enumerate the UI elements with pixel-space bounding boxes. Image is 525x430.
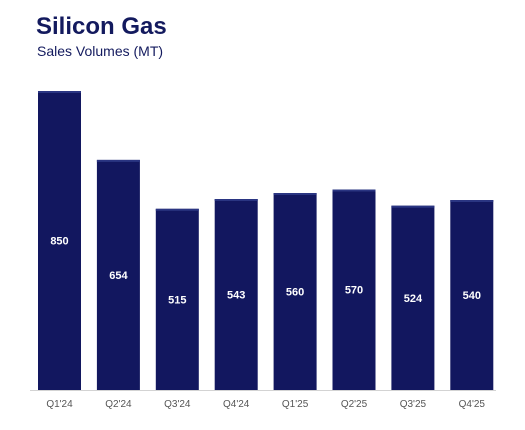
- bar-2: [96, 159, 140, 390]
- bar-top-edge: [332, 189, 376, 192]
- bar-5: [273, 193, 317, 390]
- x-tick-label: Q3'24: [164, 399, 191, 410]
- bar-top-edge: [96, 159, 140, 162]
- tick-labels-group: Q1'24 Q2'24 Q3'24 Q4'24 Q1'25 Q2'25 Q3'25 Q4'25: [46, 399, 485, 410]
- bar-7: [391, 205, 435, 390]
- data-label: 850: [50, 236, 68, 248]
- data-label: 654: [109, 270, 128, 282]
- bar-8: [450, 200, 494, 390]
- data-label: 570: [345, 285, 363, 297]
- x-tick-label: Q4'25: [459, 399, 486, 410]
- bar-1: [38, 91, 81, 390]
- x-tick-label: Q1'24: [46, 399, 73, 410]
- chart-title: Silicon Gas: [36, 13, 167, 40]
- x-tick-label: Q2'25: [341, 399, 368, 410]
- bar-3: [155, 208, 199, 390]
- bar-top-edge: [155, 208, 199, 211]
- chart-subtitle: Sales Volumes (MT): [37, 43, 164, 59]
- bar-6: [332, 189, 376, 390]
- bars-group: 850 654 515 543 560 570 524 540: [38, 91, 494, 390]
- x-tick-label: Q2'24: [105, 399, 132, 410]
- data-label: 540: [463, 290, 481, 302]
- data-label: 515: [168, 294, 186, 306]
- bar-top-edge: [450, 200, 494, 202]
- x-tick-label: Q4'24: [223, 399, 250, 410]
- x-tick-label: Q3'25: [400, 399, 427, 410]
- bar-top-edge: [273, 193, 317, 195]
- bar-top-edge: [391, 205, 435, 208]
- data-label: 560: [286, 287, 304, 299]
- bar-top-edge: [214, 199, 258, 201]
- data-label: 524: [404, 293, 423, 305]
- x-tick-label: Q1'25: [282, 399, 309, 410]
- bar-top-edge: [38, 91, 81, 93]
- data-label: 543: [227, 290, 245, 302]
- bar-4: [214, 199, 258, 390]
